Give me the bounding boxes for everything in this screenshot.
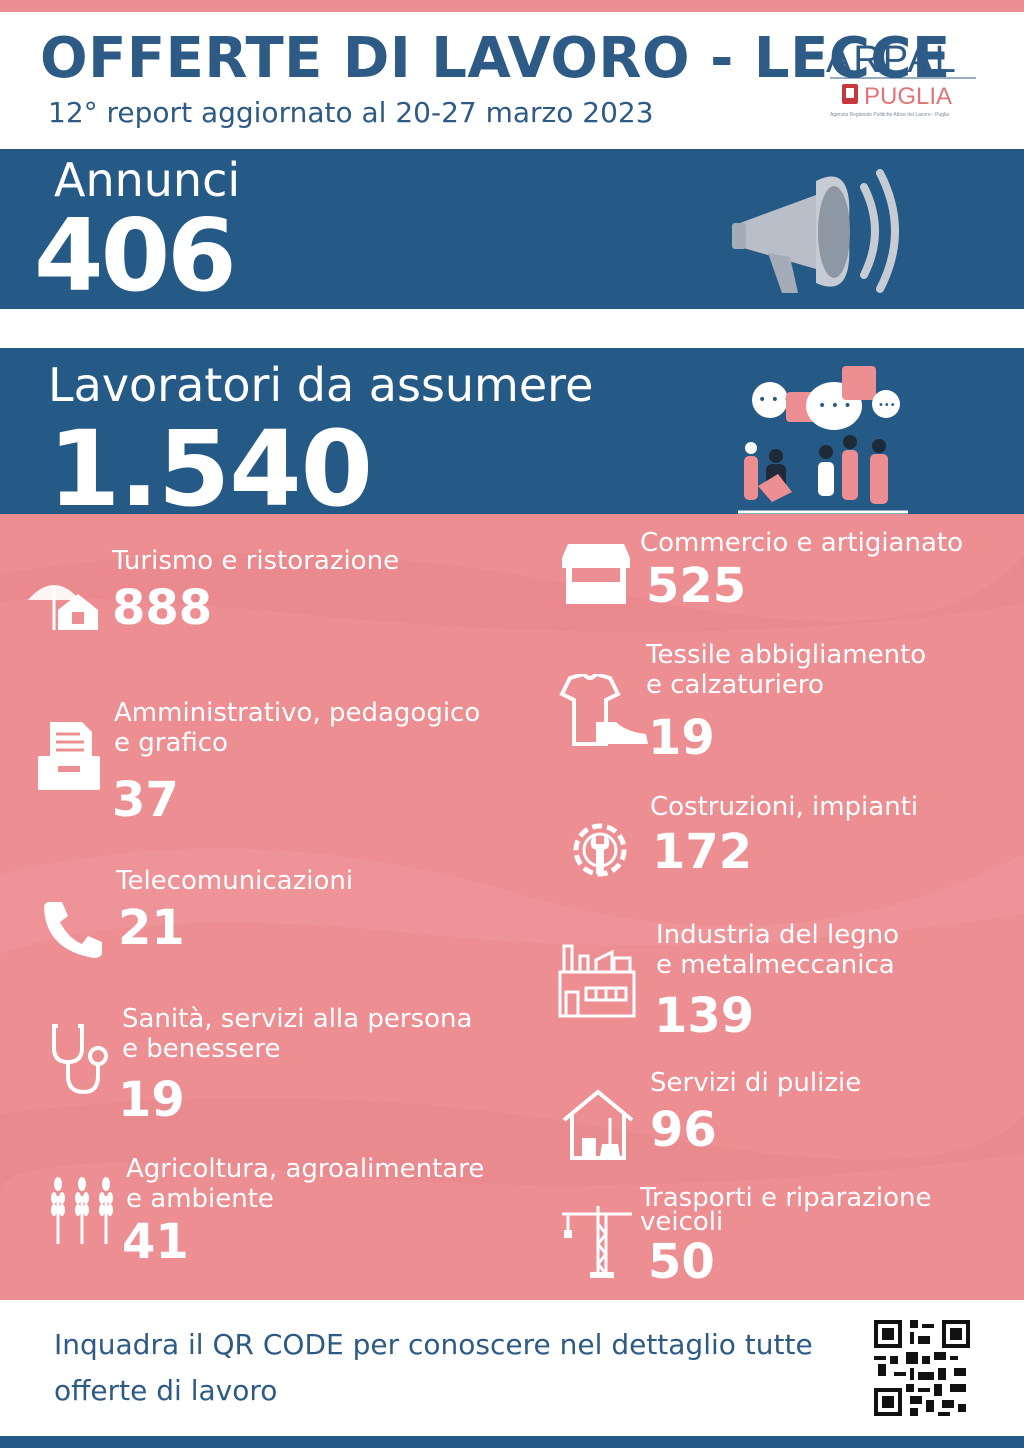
svg-text:• • •: • • •: [818, 398, 852, 414]
sector-value-turismo: 888: [112, 580, 213, 636]
page-title: OFFERTE DI LAVORO - LECCE: [40, 26, 951, 91]
sector-value-amministrativo: 37: [112, 772, 179, 828]
sector-value-telecomunicazioni: 21: [118, 900, 185, 956]
factory-icon: [558, 944, 636, 1018]
svg-text:PUGLIA: PUGLIA: [864, 83, 952, 110]
sector-label-trasporti: Trasporti e riparazione veicoli: [640, 1183, 932, 1237]
annunci-panel: Annunci 406: [0, 149, 1024, 314]
top-accent-bar: [0, 0, 1024, 12]
lavoratori-value: 1.540: [48, 408, 373, 530]
svg-text:• • •: • • •: [758, 392, 792, 408]
lavoratori-label: Lavoratori da assumere: [48, 358, 594, 412]
phone-icon: [44, 902, 102, 958]
footer-qr-instructions: Inquadra il QR CODE per conoscere nel de…: [54, 1328, 813, 1407]
sector-label-agricoltura: Agricoltura, agroalimentare e ambiente: [126, 1154, 485, 1214]
sector-label-amministrativo: Amministrativo, pedagogico e grafico: [114, 698, 481, 758]
people-chat-icon: • • • • • • •••: [738, 366, 908, 514]
background-texture: [0, 553, 1024, 1194]
qr-code-icon[interactable]: [874, 1320, 970, 1416]
stethoscope-icon: [52, 1024, 108, 1095]
svg-text:ARPAL: ARPAL: [826, 39, 958, 81]
sector-value-industria: 139: [654, 988, 755, 1044]
sector-value-trasporti: 50: [648, 1234, 715, 1290]
annunci-value: 406: [34, 197, 237, 314]
sector-value-agricoltura: 41: [122, 1214, 189, 1270]
megaphone-icon: [732, 169, 899, 293]
page-subtitle: 12° report aggiornato al 20-27 marzo 202…: [48, 96, 654, 129]
sector-label-sanita: Sanità, servizi alla persona e benessere: [122, 1004, 473, 1064]
lavoratori-panel: Lavoratori da assumere 1.540 • • • • • •…: [0, 348, 1024, 530]
sector-label-tessile: Tessile abbigliamento e calzaturiero: [646, 640, 927, 700]
shirt-shoe-icon: [559, 674, 648, 746]
sector-label-pulizie: Servizi di pulizie: [650, 1068, 862, 1098]
beach-house-icon: [28, 585, 98, 630]
bottom-accent-bar: [0, 1436, 1024, 1448]
sector-label-turismo: Turismo e ristorazione: [112, 546, 400, 576]
svg-text:Agenzia Regionale Politiche At: Agenzia Regionale Politiche Attive del L…: [830, 112, 949, 118]
sector-label-costruzioni: Costruzioni, impianti: [650, 792, 919, 822]
arpal-logo: ARPAL PUGLIA Agenzia Regionale Politiche…: [826, 39, 976, 118]
annunci-label: Annunci: [54, 153, 241, 207]
sector-label-telecomunicazioni: Telecomunicazioni: [116, 866, 354, 896]
sectors-panel: Turismo e ristorazione 888 Amministrativ…: [0, 514, 1024, 1300]
sector-label-commercio: Commercio e artigianato: [640, 528, 963, 558]
wheat-icon: [51, 1177, 113, 1244]
sector-value-costruzioni: 172: [652, 824, 753, 880]
gear-wrench-icon: [573, 823, 627, 877]
sector-value-pulizie: 96: [650, 1102, 717, 1158]
crane-icon: [562, 1206, 632, 1278]
sector-value-tessile: 19: [648, 710, 715, 766]
market-stall-icon: [562, 544, 630, 604]
sector-value-sanita: 19: [118, 1072, 185, 1128]
svg-text:•••: •••: [878, 400, 896, 411]
documents-tray-icon: [38, 722, 100, 790]
sector-label-industria: Industria del legno e metalmeccanica: [656, 920, 900, 980]
sector-value-commercio: 525: [646, 558, 747, 614]
cleaning-house-icon: [562, 1089, 634, 1160]
